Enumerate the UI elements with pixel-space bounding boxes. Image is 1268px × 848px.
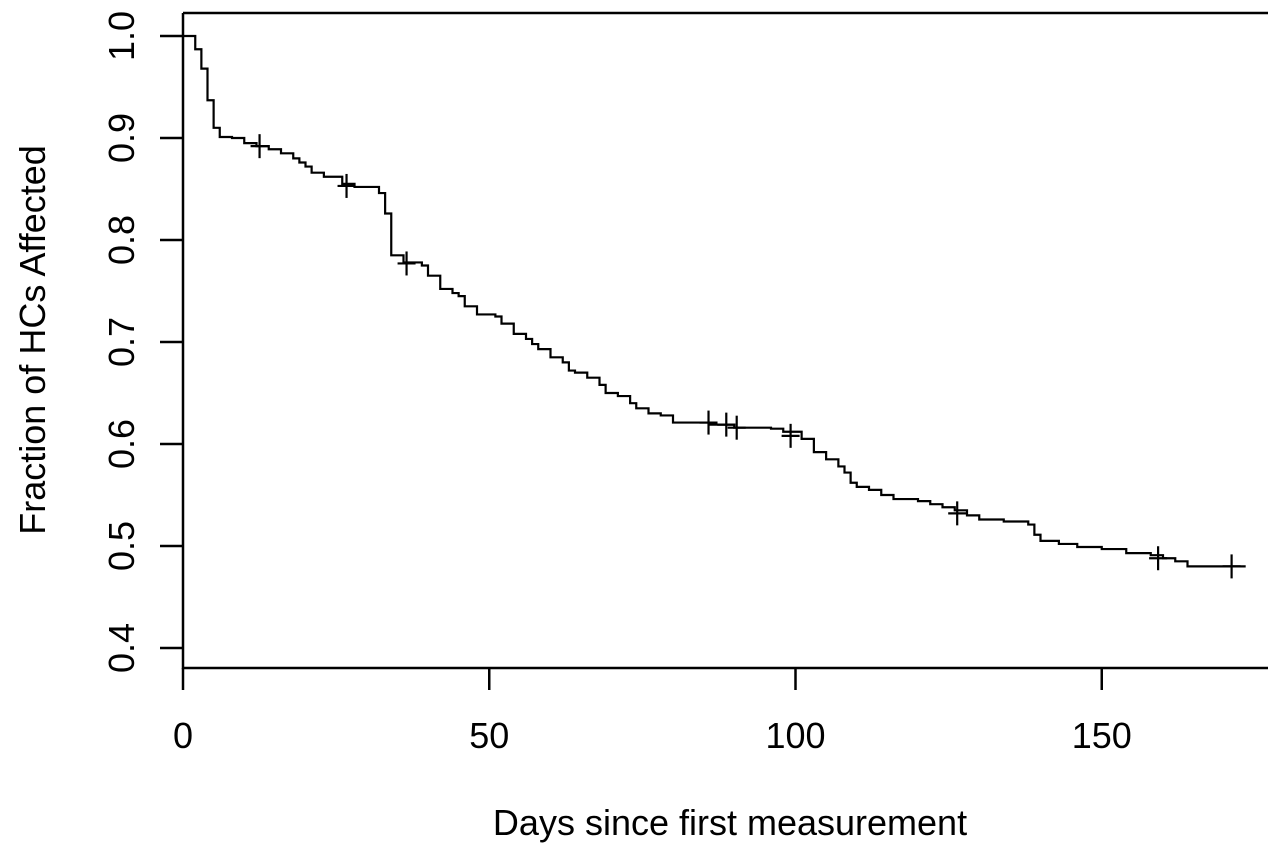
censor-mark (781, 423, 800, 448)
y-tick-label: 0.5 (101, 521, 142, 571)
y-tick-label: 0.8 (101, 215, 142, 265)
x-axis: 0 50 100 150 (173, 668, 1132, 756)
censor-mark (250, 134, 269, 159)
x-tick-label: 100 (765, 715, 825, 756)
censor-mark (699, 410, 718, 435)
y-tick-label: 0.6 (101, 419, 142, 469)
survival-curve (183, 34, 1246, 568)
series-area (183, 34, 1246, 579)
x-tick-label: 50 (469, 715, 509, 756)
censor-mark (727, 415, 746, 440)
y-tick-label: 0.9 (101, 113, 142, 163)
censor-mark (1149, 546, 1168, 571)
plot-frame (181, 11, 1268, 670)
plot-border (181, 11, 1268, 670)
censor-mark (717, 412, 736, 437)
x-tick-label: 0 (173, 715, 193, 756)
y-axis-title: Fraction of HCs Affected (12, 145, 53, 535)
y-tick-label: 1.0 (101, 11, 142, 61)
y-tick-label: 0.7 (101, 317, 142, 367)
censor-mark (948, 501, 967, 526)
y-axis: 0.4 0.5 0.6 0.7 0.8 0.9 1.0 (101, 11, 183, 673)
x-axis-title: Days since first measurement (493, 802, 967, 843)
censor-mark (337, 173, 356, 198)
censor-mark (1222, 554, 1241, 579)
censor-mark (397, 251, 416, 276)
x-tick-label: 150 (1072, 715, 1132, 756)
y-tick-label: 0.4 (101, 623, 142, 673)
